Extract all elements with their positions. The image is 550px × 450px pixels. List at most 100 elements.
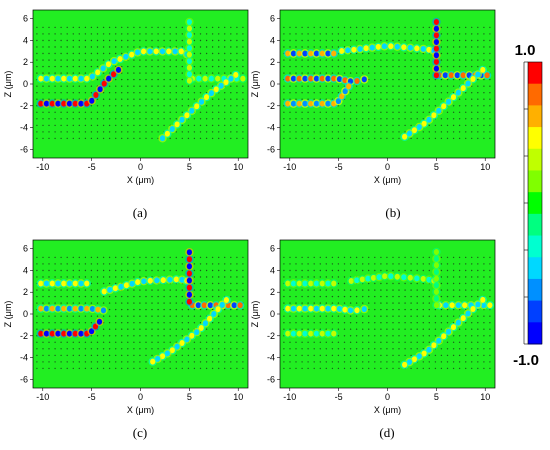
lattice-rod	[349, 341, 352, 343]
lattice-rod	[428, 367, 430, 370]
lattice-rod	[193, 72, 196, 74]
lattice-rod	[133, 118, 135, 120]
lattice-rod	[452, 65, 455, 68]
lattice-rod	[416, 315, 418, 317]
lattice-rod	[349, 367, 352, 370]
field-lobe	[433, 39, 439, 45]
lattice-rod	[392, 39, 394, 42]
lattice-rod	[199, 131, 202, 133]
lattice-rod	[465, 52, 467, 55]
lattice-rod	[205, 354, 208, 357]
lattice-rod	[102, 39, 105, 42]
lattice-rod	[108, 367, 111, 370]
lattice-rod	[60, 263, 62, 265]
lattice-rod	[416, 98, 418, 100]
lattice-rod	[386, 302, 388, 304]
lattice-rod	[175, 59, 177, 61]
lattice-rod	[422, 289, 424, 291]
lattice-rod	[392, 289, 394, 291]
lattice-rod	[349, 98, 352, 100]
lattice-rod	[42, 341, 44, 343]
lattice-rod	[477, 118, 479, 120]
field-lobe	[186, 256, 192, 263]
lattice-rod	[139, 341, 141, 343]
lattice-rod	[398, 367, 400, 370]
lattice-rod	[242, 348, 244, 350]
lattice-rod	[337, 263, 340, 265]
lattice-rod	[416, 295, 418, 298]
lattice-rod	[157, 46, 159, 48]
field-lobe	[129, 280, 135, 287]
lattice-rod	[145, 118, 147, 120]
lattice-rod	[199, 137, 202, 140]
lattice-rod	[477, 137, 479, 140]
lattice-rod	[452, 263, 455, 265]
lattice-rod	[121, 341, 123, 343]
lattice-rod	[458, 131, 461, 133]
lattice-rod	[236, 124, 238, 127]
lattice-rod	[54, 322, 56, 324]
lattice-rod	[169, 65, 171, 68]
lattice-rod	[283, 65, 285, 68]
lattice-rod	[102, 335, 105, 337]
lattice-rod	[404, 118, 406, 120]
lattice-rod	[483, 105, 485, 107]
lattice-rod	[199, 85, 202, 87]
lattice-rod	[331, 39, 334, 42]
lattice-rod	[331, 33, 334, 35]
lattice-rod	[452, 276, 455, 278]
lattice-rod	[175, 361, 177, 363]
y-axis-label: Z (μm)	[250, 301, 260, 328]
field-lobe	[78, 330, 84, 337]
lattice-rod	[205, 335, 208, 337]
lattice-rod	[398, 282, 400, 285]
lattice-rod	[115, 118, 117, 120]
lattice-rod	[175, 131, 177, 133]
lattice-rod	[349, 118, 352, 120]
lattice-rod	[446, 46, 449, 48]
lattice-rod	[236, 98, 238, 100]
field-lobe	[296, 305, 302, 312]
lattice-rod	[139, 131, 141, 133]
lattice-rod	[410, 92, 412, 94]
lattice-rod	[307, 269, 309, 272]
lattice-rod	[446, 295, 449, 298]
lattice-rod	[121, 322, 123, 324]
lattice-rod	[471, 46, 473, 48]
lattice-rod	[313, 85, 315, 87]
lattice-rod	[205, 33, 208, 35]
lattice-rod	[295, 269, 297, 272]
field-lobe	[72, 75, 78, 82]
lattice-rod	[295, 322, 297, 324]
lattice-rod	[471, 354, 473, 357]
lattice-rod	[465, 269, 467, 272]
lattice-rod	[465, 131, 467, 133]
lattice-rod	[368, 269, 370, 272]
lattice-rod	[458, 282, 461, 285]
lattice-rod	[325, 348, 327, 350]
lattice-rod	[84, 348, 87, 350]
lattice-rod	[42, 295, 44, 298]
lattice-rod	[193, 137, 196, 140]
lattice-rod	[368, 354, 370, 357]
lattice-rod	[151, 302, 153, 304]
lattice-rod	[42, 52, 44, 55]
x-tick-label: 0	[138, 392, 143, 402]
lattice-rod	[66, 124, 68, 127]
colorbar-bands	[523, 61, 543, 345]
lattice-rod	[121, 111, 123, 114]
lattice-rod	[139, 328, 141, 330]
lattice-rod	[133, 263, 135, 265]
lattice-rod	[355, 33, 358, 35]
lattice-rod	[48, 256, 50, 259]
lattice-rod	[458, 276, 461, 278]
y-tick-label: 6	[270, 14, 275, 24]
lattice-rod	[489, 367, 491, 370]
field-lobe	[407, 44, 413, 51]
lattice-rod	[96, 315, 99, 317]
lattice-rod	[349, 137, 352, 140]
lattice-rod	[84, 85, 87, 87]
lattice-rod	[78, 26, 81, 29]
lattice-rod	[355, 315, 358, 317]
field-lobe	[296, 280, 302, 287]
